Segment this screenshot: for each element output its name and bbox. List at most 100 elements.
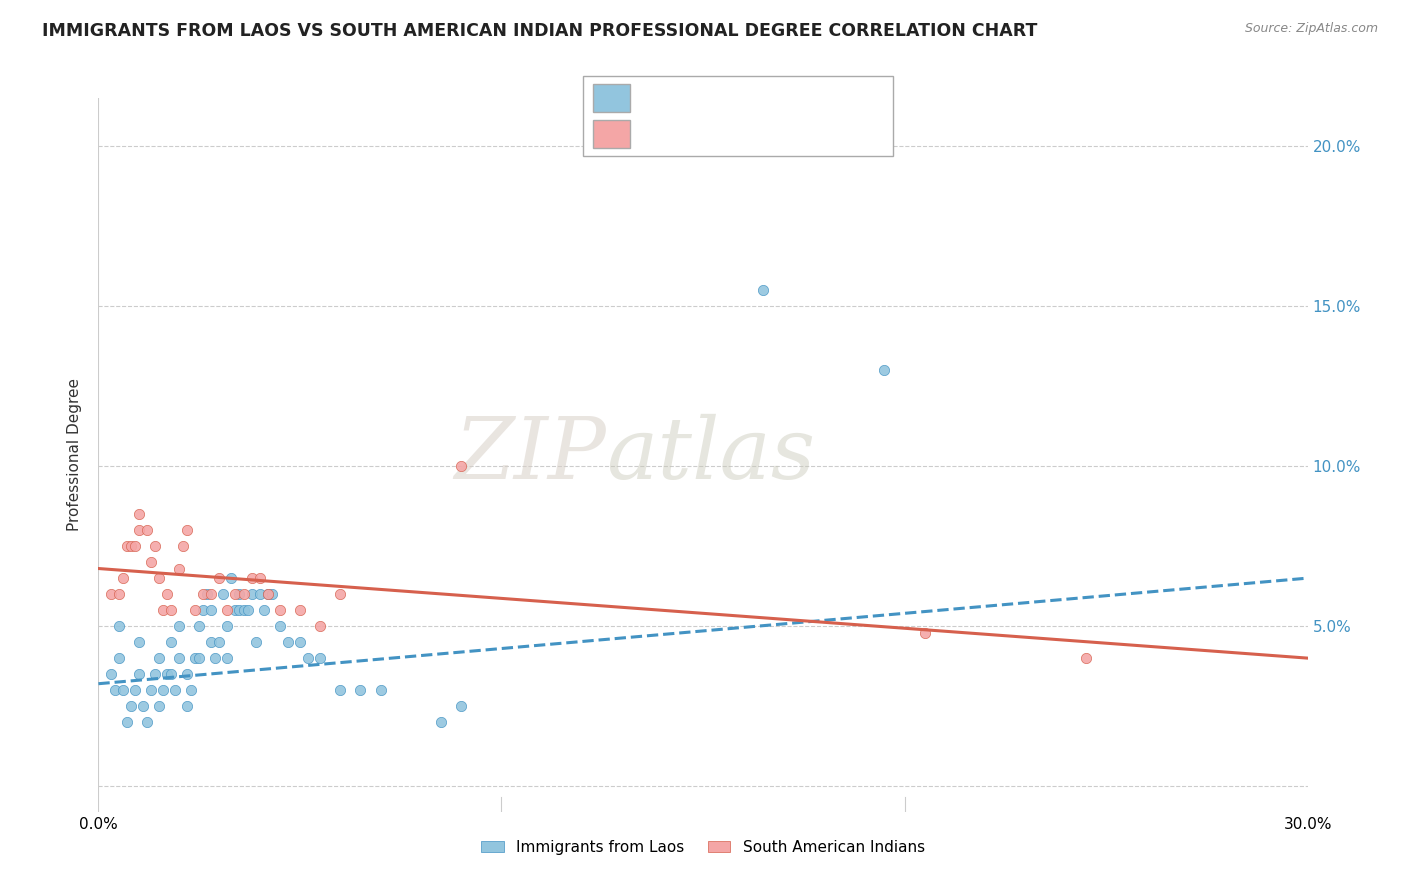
Point [236,603,259,617]
Point [128,667,150,681]
Point [249,571,271,585]
Point [128,635,150,649]
Point [172,539,194,553]
Point [269,619,291,633]
Point [115,715,138,730]
Point [107,587,129,601]
Point [132,699,155,714]
Point [160,603,183,617]
Point [288,635,311,649]
Point [139,683,162,698]
Point [124,539,146,553]
Point [152,683,174,698]
Point [152,603,174,617]
Text: atlas: atlas [606,414,815,496]
Point [204,651,226,665]
Point [228,603,250,617]
Point [120,539,142,553]
Point [128,507,150,521]
Point [450,699,472,714]
Point [188,651,211,665]
Point [245,635,267,649]
Point [260,587,283,601]
Point [193,603,215,617]
Point [288,603,311,617]
Point [224,587,246,601]
Point [232,587,254,601]
Point [184,603,207,617]
Point [180,683,202,698]
Point [297,651,319,665]
Point [208,635,231,649]
Text: N = 62: N = 62 [775,89,838,107]
Point [103,683,125,698]
Point [256,587,278,601]
Point [228,587,250,601]
FancyBboxPatch shape [593,120,630,148]
Point [120,699,142,714]
Point [309,651,332,665]
Point [111,571,134,585]
Point [277,635,299,649]
Point [1074,651,1097,665]
Point [115,539,138,553]
Point [329,683,352,698]
Text: Source: ZipAtlas.com: Source: ZipAtlas.com [1244,22,1378,36]
Point [107,651,129,665]
Point [107,619,129,633]
Point [309,619,332,633]
Point [232,603,254,617]
Text: N = 35: N = 35 [775,125,838,143]
Point [200,635,222,649]
Point [143,667,166,681]
Text: -0.138: -0.138 [697,125,758,143]
Point [873,363,896,377]
Point [148,699,170,714]
Point [160,667,183,681]
Point [163,683,186,698]
Point [200,587,222,601]
Point [217,603,239,617]
Point [195,587,218,601]
Point [128,523,150,537]
Legend: Immigrants from Laos, South American Indians: Immigrants from Laos, South American Ind… [475,834,931,861]
Point [111,683,134,698]
Point [450,459,472,474]
Point [167,651,190,665]
Point [224,603,246,617]
Text: IMMIGRANTS FROM LAOS VS SOUTH AMERICAN INDIAN PROFESSIONAL DEGREE CORRELATION CH: IMMIGRANTS FROM LAOS VS SOUTH AMERICAN I… [42,22,1038,40]
Text: R =: R = [643,90,675,105]
Point [212,587,235,601]
Text: ZIP: ZIP [454,414,606,496]
Point [240,587,263,601]
Point [349,683,371,698]
Point [208,571,231,585]
Point [135,715,157,730]
Point [329,587,352,601]
Point [167,561,190,575]
Point [253,603,276,617]
Text: 0.175: 0.175 [697,89,751,107]
Point [167,619,190,633]
Point [148,571,170,585]
Point [269,603,291,617]
Point [148,651,170,665]
Point [370,683,392,698]
Point [249,587,271,601]
Point [221,571,243,585]
Point [176,523,198,537]
Point [156,587,179,601]
Point [124,683,146,698]
Point [100,667,122,681]
Point [914,625,936,640]
Point [139,555,162,569]
FancyBboxPatch shape [583,76,893,156]
Point [184,651,207,665]
Point [143,539,166,553]
Text: R =: R = [643,127,675,142]
Point [188,619,211,633]
Point [256,587,278,601]
Point [200,603,222,617]
Y-axis label: Professional Degree: Professional Degree [67,378,83,532]
Point [752,283,775,297]
